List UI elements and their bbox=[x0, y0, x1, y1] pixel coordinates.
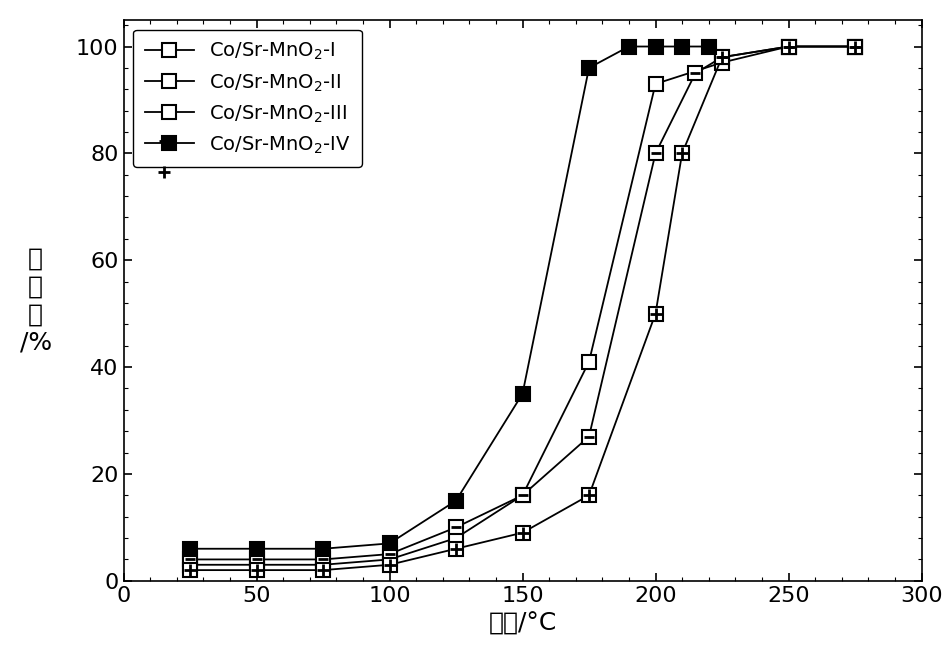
X-axis label: 温度/°C: 温度/°C bbox=[488, 611, 557, 635]
Legend: Co/Sr-MnO$_2$-I, Co/Sr-MnO$_2$-II, Co/Sr-MnO$_2$-III, Co/Sr-MnO$_2$-IV: Co/Sr-MnO$_2$-I, Co/Sr-MnO$_2$-II, Co/Sr… bbox=[133, 30, 362, 167]
Text: 转
化
率
/%: 转 化 率 /% bbox=[20, 247, 52, 354]
